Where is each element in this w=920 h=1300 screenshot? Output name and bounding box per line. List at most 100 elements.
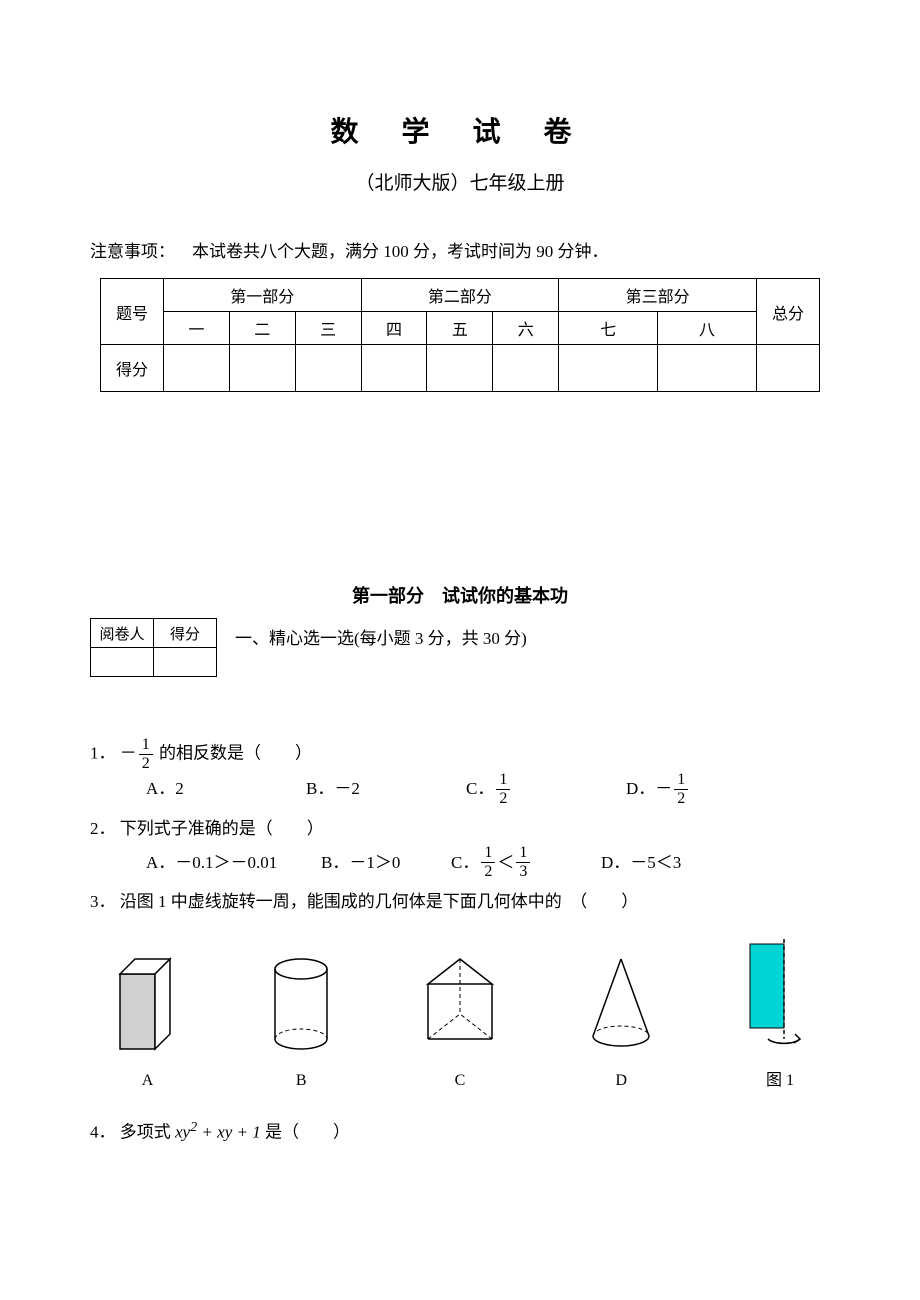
q3-shapes: A B bbox=[110, 939, 820, 1096]
frac-l: 12 bbox=[481, 845, 495, 880]
notice-text: 本试卷共八个大题，满分 100 分，考试时间为 90 分钟． bbox=[192, 242, 609, 261]
score-cell bbox=[757, 345, 820, 392]
choice-label: C． bbox=[451, 847, 479, 879]
frac-r: 13 bbox=[516, 845, 530, 880]
choice-label: C． bbox=[466, 773, 494, 805]
shape-c: C bbox=[418, 954, 503, 1096]
notice-label: 注意事项： bbox=[90, 242, 175, 261]
th-total: 总分 bbox=[757, 279, 820, 345]
q2-choice-a: A．－0.1＞－0.01 bbox=[146, 845, 321, 880]
q1-choice-a: A．2 bbox=[146, 772, 306, 807]
frac-num: 1 bbox=[481, 845, 495, 863]
grader-cell bbox=[91, 648, 154, 677]
grader-table: 阅卷人 得分 bbox=[90, 618, 217, 677]
shape-d-label: D bbox=[615, 1066, 627, 1096]
section1-instruction: 一、精心选一选(每小题 3 分，共 30 分) bbox=[235, 624, 527, 649]
col-7: 七 bbox=[559, 312, 658, 345]
q1-choice-b: B．－2 bbox=[306, 772, 466, 807]
q4-x1: x bbox=[175, 1123, 183, 1142]
choice-value: －2 bbox=[334, 773, 360, 805]
page-title: 数 学 试 卷 bbox=[90, 110, 830, 150]
question-1: 1． －12 的相反数是（ ） bbox=[90, 737, 830, 772]
q4-plus2: + 1 bbox=[232, 1123, 260, 1142]
th-part1: 第一部分 bbox=[164, 279, 362, 312]
q1-sign: － bbox=[120, 743, 137, 762]
q1-choice-c: C．12 bbox=[466, 772, 626, 807]
cuboid-icon bbox=[110, 954, 185, 1054]
notice: 注意事项： 本试卷共八个大题，满分 100 分，考试时间为 90 分钟． bbox=[90, 237, 830, 262]
choice-value: －1＞0 bbox=[349, 847, 400, 879]
score-cell bbox=[493, 345, 559, 392]
part1-title: 第一部分 试试你的基本功 bbox=[90, 582, 830, 608]
frac-den: 2 bbox=[499, 790, 507, 807]
shape-a: A bbox=[110, 954, 185, 1096]
shape-b: B bbox=[264, 954, 339, 1096]
q2-text: 下列式子准确的是（ ） bbox=[120, 819, 324, 838]
figure-1-label: 图 1 bbox=[766, 1066, 794, 1096]
col-1: 一 bbox=[164, 312, 230, 345]
frac-den: 2 bbox=[677, 790, 685, 807]
grader-col2: 得分 bbox=[154, 619, 217, 648]
q4-plus1: + bbox=[197, 1123, 217, 1142]
q1-num: 1． bbox=[90, 743, 116, 762]
question-2: 2． 下列式子准确的是（ ） bbox=[90, 813, 830, 845]
choice-label: D． bbox=[626, 773, 655, 805]
frac-num: 1 bbox=[674, 772, 688, 790]
score-table: 题号 第一部分 第二部分 第三部分 总分 一 二 三 四 五 六 七 八 得分 bbox=[100, 278, 820, 392]
score-cell bbox=[295, 345, 361, 392]
col-3: 三 bbox=[295, 312, 361, 345]
cone-icon bbox=[581, 954, 661, 1054]
q4-y1: y bbox=[183, 1123, 191, 1142]
choice-label: B． bbox=[321, 847, 349, 879]
choice-frac: 12 bbox=[496, 772, 510, 807]
page-subtitle: （北师大版）七年级上册 bbox=[90, 168, 830, 195]
q2-num: 2． bbox=[90, 819, 116, 838]
q1-choices: A．2 B．－2 C．12 D．－12 bbox=[146, 772, 830, 807]
grader-cell bbox=[154, 648, 217, 677]
th-part2: 第二部分 bbox=[361, 279, 559, 312]
frac-den: 2 bbox=[484, 863, 492, 880]
q4-x2: x bbox=[217, 1123, 225, 1142]
score-cell bbox=[229, 345, 295, 392]
choice-label: B． bbox=[306, 773, 334, 805]
choice-value: －5＜3 bbox=[630, 847, 681, 879]
shape-c-label: C bbox=[455, 1066, 466, 1096]
frac-num: 1 bbox=[496, 772, 510, 790]
q4-after: 是（ ） bbox=[265, 1123, 350, 1142]
question-4: 4． 多项式 xy2 + xy + 1 是（ ） bbox=[90, 1114, 830, 1149]
q2-choice-b: B．－1＞0 bbox=[321, 845, 451, 880]
q3-text: 沿图 1 中虚线旋转一周，能围成的几何体是下面几何体中的 （ ） bbox=[120, 892, 639, 911]
choice-value: 2 bbox=[175, 773, 184, 805]
score-cell bbox=[361, 345, 427, 392]
figure-1: 图 1 bbox=[740, 939, 820, 1096]
col-2: 二 bbox=[229, 312, 295, 345]
shape-d: D bbox=[581, 954, 661, 1096]
q3-num: 3． bbox=[90, 892, 116, 911]
q4-before: 多项式 bbox=[120, 1123, 175, 1142]
col-6: 六 bbox=[493, 312, 559, 345]
q2-choice-c: C．12＜13 bbox=[451, 845, 601, 880]
th-qnum: 题号 bbox=[101, 279, 164, 345]
q2-choice-d: D．－5＜3 bbox=[601, 845, 761, 880]
choice-op: ＜ bbox=[497, 847, 514, 879]
col-8: 八 bbox=[658, 312, 757, 345]
question-3: 3． 沿图 1 中虚线旋转一周，能围成的几何体是下面几何体中的 （ ） bbox=[90, 886, 830, 918]
col-4: 四 bbox=[361, 312, 427, 345]
choice-label: A． bbox=[146, 847, 175, 879]
choice-sign: － bbox=[655, 773, 672, 805]
score-cell bbox=[427, 345, 493, 392]
grader-col1: 阅卷人 bbox=[91, 619, 154, 648]
shape-b-label: B bbox=[296, 1066, 307, 1096]
choice-value: －0.1＞－0.01 bbox=[175, 847, 277, 879]
q4-num: 4． bbox=[90, 1123, 116, 1142]
prism-icon bbox=[418, 954, 503, 1054]
row-score-label: 得分 bbox=[101, 345, 164, 392]
choice-frac: 12 bbox=[674, 772, 688, 807]
q1-after: 的相反数是（ ） bbox=[159, 743, 312, 762]
score-cell bbox=[658, 345, 757, 392]
th-part3: 第三部分 bbox=[559, 279, 757, 312]
score-cell bbox=[559, 345, 658, 392]
col-5: 五 bbox=[427, 312, 493, 345]
q1-frac-den: 2 bbox=[142, 755, 150, 772]
frac-num: 1 bbox=[516, 845, 530, 863]
